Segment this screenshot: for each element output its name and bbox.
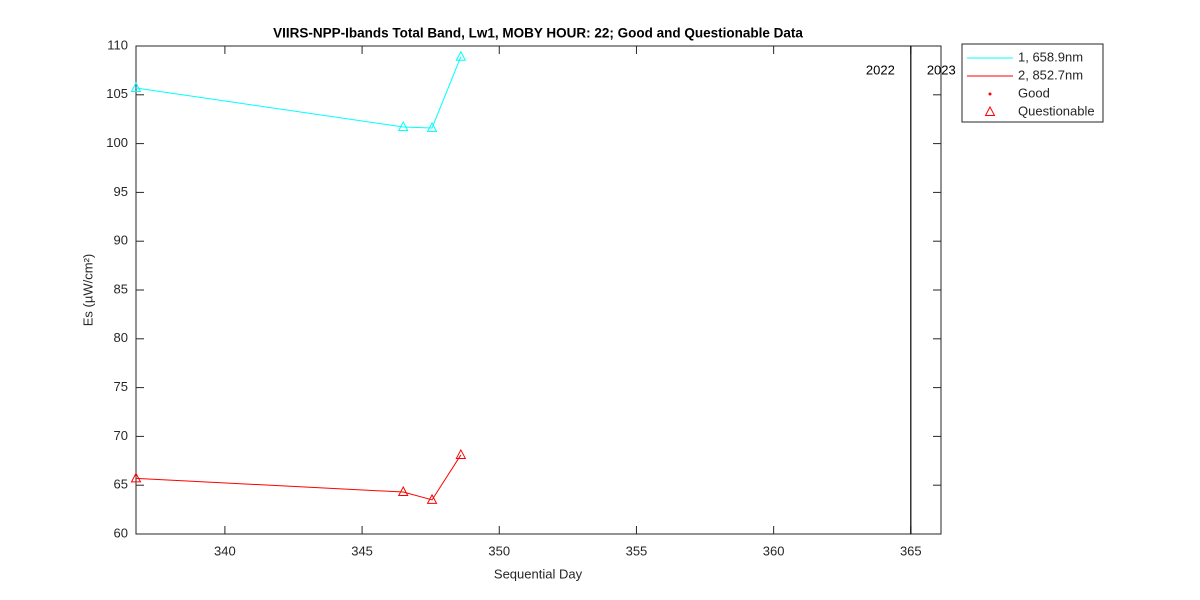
year-label: 2023: [927, 62, 956, 77]
y-tick-label: 100: [106, 135, 128, 150]
point-marker: [130, 472, 142, 483]
x-tick-label: 350: [488, 543, 510, 558]
legend-label: 2, 852.7nm: [1018, 67, 1083, 82]
year-label: 2022: [866, 62, 895, 77]
x-axis-label: Sequential Day: [494, 566, 583, 581]
y-tick-label: 70: [114, 428, 128, 443]
point-marker: [426, 121, 438, 132]
x-tick-label: 345: [351, 543, 373, 558]
legend-swatch: [988, 92, 992, 96]
x-tick-label: 340: [214, 543, 236, 558]
legend-label: Questionable: [1018, 103, 1095, 118]
legend-label: 1, 658.9nm: [1018, 49, 1083, 64]
y-tick-label: 65: [114, 477, 128, 492]
y-tick-label: 80: [114, 330, 128, 345]
series-line: [135, 56, 462, 129]
x-tick-label: 355: [626, 543, 648, 558]
y-tick-label: 95: [114, 184, 128, 199]
point-marker: [426, 493, 438, 504]
y-tick-label: 110: [107, 37, 128, 52]
y-tick-label: 75: [114, 379, 128, 394]
y-tick-label: 60: [114, 525, 128, 540]
legend-label: Good: [1018, 85, 1050, 100]
chart-title: VIIRS-NPP-Ibands Total Band, Lw1, MOBY H…: [273, 26, 803, 41]
y-tick-label: 105: [106, 86, 128, 101]
y-tick-label: 85: [114, 281, 128, 296]
x-tick-label: 365: [900, 543, 922, 558]
series-line: [135, 454, 462, 501]
legend-swatch: [984, 105, 996, 116]
point-marker: [397, 485, 409, 497]
legend: [961, 43, 1104, 123]
point-marker: [455, 448, 467, 459]
point-marker: [455, 50, 467, 61]
y-tick-label: 90: [114, 233, 128, 248]
y-axis-label: Es (µW/cm²): [80, 254, 95, 326]
x-tick-label: 360: [763, 543, 785, 558]
plot-area: [135, 45, 942, 535]
point-marker: [397, 120, 409, 132]
point-marker: [130, 81, 142, 92]
